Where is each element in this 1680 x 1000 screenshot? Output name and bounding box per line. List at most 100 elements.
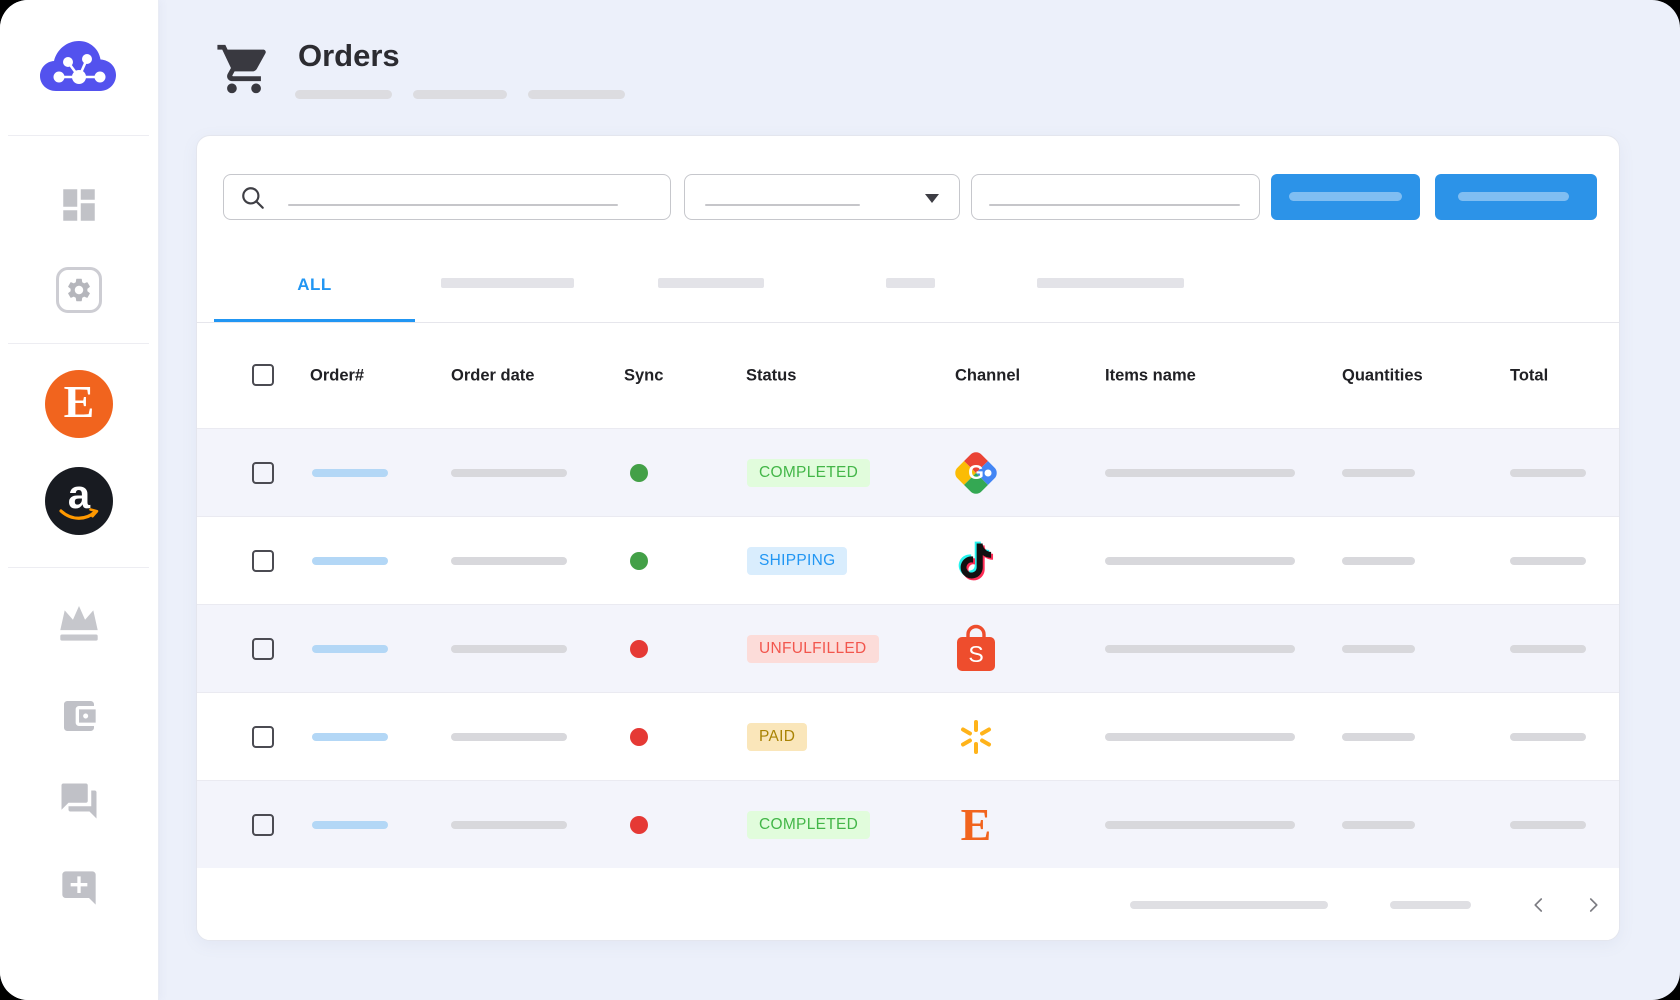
filter-input[interactable] [971,174,1260,220]
status-badge: SHIPPING [747,546,848,575]
sidebar-item-amazon[interactable]: a [45,467,113,535]
quantities-placeholder [1342,821,1415,829]
sync-status-dot [630,640,648,658]
sidebar: E a [0,0,159,1000]
search-icon [242,187,264,209]
shopee-letter: S [968,641,983,667]
column-header-status: Status [746,366,797,384]
status-badge: COMPLETED [747,458,871,487]
column-header-items-name: Items name [1105,366,1196,384]
sidebar-item-etsy[interactable]: E [45,370,113,438]
row-checkbox[interactable] [252,462,274,484]
chevron-left-icon [1534,898,1543,912]
input-placeholder-line [989,204,1240,206]
tiktok-icon [958,541,994,581]
sync-status-dot [630,552,648,570]
order-date-placeholder [451,557,567,565]
order-date-placeholder [451,469,567,477]
select-all-checkbox[interactable] [252,364,274,386]
order-date-placeholder [451,645,567,653]
filter-select[interactable] [684,174,960,220]
column-header-quantities: Quantities [1342,366,1423,384]
column-header-total: Total [1510,366,1549,384]
next-page-button[interactable] [1583,895,1603,915]
shopee-icon: S [957,624,995,671]
chevron-right-icon [1589,898,1598,912]
etsy-icon: E [45,370,113,438]
sync-status-dot [630,464,648,482]
google-shopping-icon: G [951,448,1001,498]
amazon-smile-icon [59,508,99,520]
items-name-placeholder [1105,557,1295,565]
total-placeholder [1510,733,1586,741]
row-checkbox[interactable] [252,814,274,836]
main-content: Orders [158,0,1680,1000]
tab-placeholder[interactable] [658,278,764,288]
cloud-network-logo [34,39,124,99]
tab-placeholder[interactable] [1037,278,1184,288]
sidebar-item-add-comment[interactable] [59,868,99,908]
channel-cell [952,517,1000,605]
row-checkbox[interactable] [252,638,274,660]
status-badge: PAID [747,722,808,751]
table-row: COMPLETED G [197,428,1619,516]
gear-icon [68,278,90,302]
etsy-channel-icon: E [960,799,992,850]
pagination-bar [197,868,1619,940]
amazon-icon: a [45,467,113,535]
page-title: Orders [298,38,400,73]
order-number-placeholder [312,469,388,477]
etsy-letter: E [63,376,95,427]
table-header-row: Order# Order date Sync Status Channel It… [197,323,1619,428]
total-placeholder [1510,645,1586,653]
active-tab-underline [214,319,415,323]
sidebar-item-premium[interactable] [57,602,101,644]
tab-all[interactable]: ALL [297,275,332,294]
row-checkbox[interactable] [252,726,274,748]
channel-cell: E [952,781,1000,869]
select-placeholder-line [705,204,860,206]
google-letter: G [968,461,984,484]
primary-action-button[interactable] [1271,174,1420,220]
channel-cell: S [952,605,1000,693]
sidebar-item-settings[interactable] [56,267,102,313]
rows-per-page-placeholder [1130,901,1328,909]
page-range-placeholder [1390,901,1471,909]
search-input[interactable] [223,174,671,220]
table-row: UNFULFILLED S [197,604,1619,692]
order-date-placeholder [451,733,567,741]
button-label-placeholder [1458,192,1569,201]
items-name-placeholder [1105,821,1295,829]
column-header-order-date: Order date [451,366,535,384]
sidebar-item-messages[interactable] [58,780,100,822]
quantities-placeholder [1342,645,1415,653]
walmart-spark-icon [961,720,991,754]
order-number-placeholder [312,557,388,565]
dashboard-grid-icon [63,189,95,221]
tabs-bottom-border [197,322,1619,323]
previous-page-button[interactable] [1529,895,1549,915]
search-placeholder-line [288,204,618,206]
breadcrumb-placeholder [528,90,625,99]
total-placeholder [1510,821,1586,829]
tab-placeholder[interactable] [441,278,574,288]
total-placeholder [1510,469,1586,477]
column-header-channel: Channel [955,366,1021,384]
sync-status-dot [630,816,648,834]
chat-bubbles-icon [61,783,97,819]
breadcrumb-placeholder [295,90,392,99]
tab-placeholder[interactable] [886,278,935,288]
items-name-placeholder [1105,645,1295,653]
chevron-down-icon [925,194,939,203]
sidebar-item-wallet[interactable] [59,696,99,736]
column-header-sync: Sync [624,366,664,384]
channel-cell [952,693,1000,781]
status-badge: COMPLETED [747,810,871,839]
quantities-placeholder [1342,557,1415,565]
wallet-icon [64,701,96,731]
breadcrumb-placeholder [413,90,507,99]
sidebar-item-dashboard[interactable] [58,184,100,226]
row-checkbox[interactable] [252,550,274,572]
shopping-cart-icon [215,40,273,103]
secondary-action-button[interactable] [1435,174,1597,220]
